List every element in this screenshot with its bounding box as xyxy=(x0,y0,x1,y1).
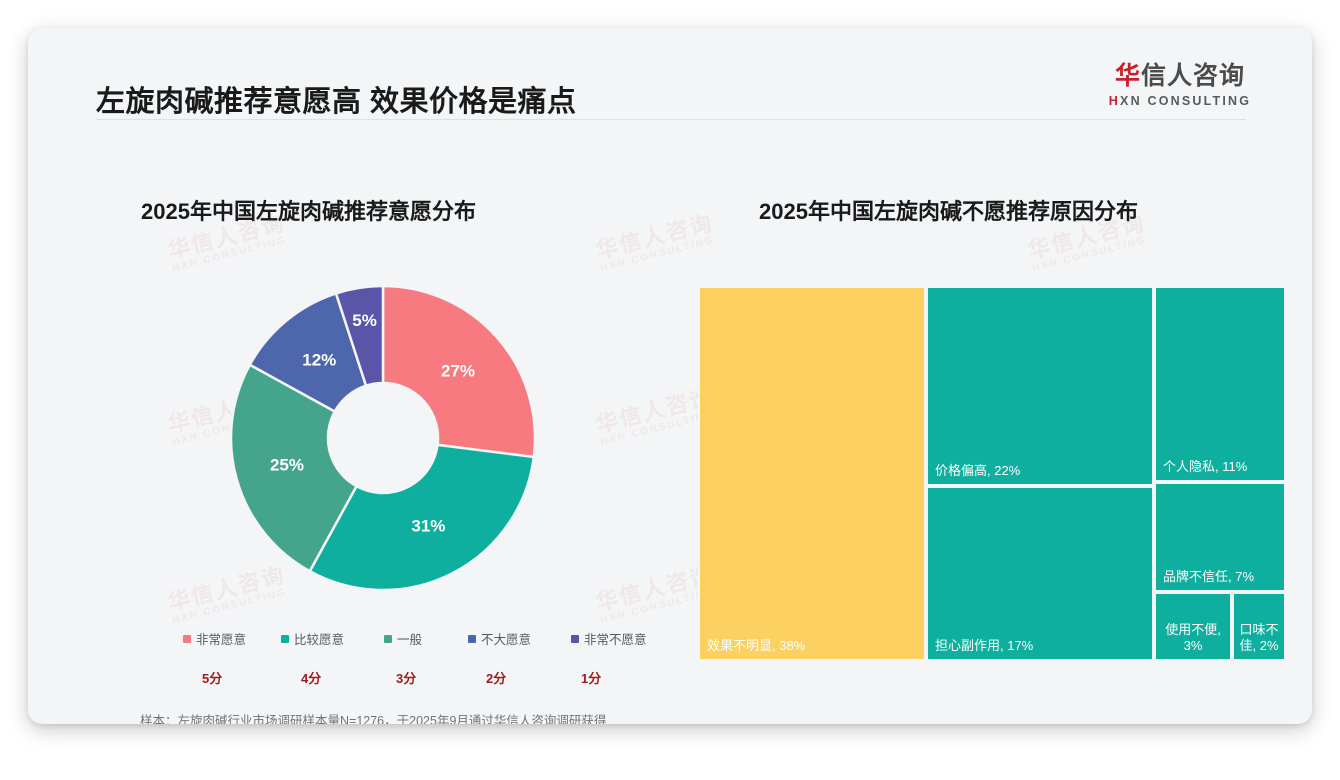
legend-swatch-icon xyxy=(571,634,579,643)
donut-slice[interactable] xyxy=(229,363,359,573)
score-label: 2分 xyxy=(486,671,507,686)
treemap-tile[interactable]: 使用不便, 3% xyxy=(1154,592,1232,661)
donut-slice-labels: 27% 31% 25% 12% 5% xyxy=(270,311,475,536)
treemap-chart: 效果不明显, 38% 价格偏高, 22% 担心副作用, 17% 个人隐私, 11% 品牌… xyxy=(698,286,1286,661)
treemap-tile-label: 个人隐私, 11% xyxy=(1163,458,1248,474)
page-title: 左旋肉碱推荐意愿高 效果价格是痛点 xyxy=(96,86,577,118)
treemap-tile[interactable]: 个人隐私, 11% xyxy=(1154,286,1286,482)
company-logo: 华信人咨询 HXN CONSULTING xyxy=(1090,56,1270,108)
legend-label: 一般 xyxy=(397,633,423,647)
legend-item[interactable]: 非常不愿意 xyxy=(571,629,647,648)
legend-item[interactable]: 一般 xyxy=(384,629,422,648)
donut-slices xyxy=(229,284,537,592)
donut-legend: 非常愿意 比较愿意 一般 不大愿意 非常不愿意 xyxy=(156,629,656,649)
legend-label: 比较愿意 xyxy=(294,633,345,647)
treemap-tile[interactable]: 品牌不信任, 7% xyxy=(1154,482,1286,592)
donut-slice-label: 25% xyxy=(270,455,304,474)
legend-swatch-icon xyxy=(384,634,392,643)
treemap-tile[interactable]: 口味不佳, 2% xyxy=(1232,592,1286,661)
donut-slice[interactable] xyxy=(308,443,536,592)
score-row: 5分 4分 3分 2分 1分 xyxy=(156,668,656,690)
logo-en-red: H xyxy=(1108,94,1121,108)
treemap-tile[interactable]: 价格偏高, 22% xyxy=(926,286,1154,486)
donut-slice-label: 31% xyxy=(411,517,445,536)
treemap-tile-label: 使用不便, 3% xyxy=(1165,621,1221,653)
donut-slice[interactable] xyxy=(248,291,368,414)
logo-chinese-text: 华信人咨询 xyxy=(1090,56,1270,92)
donut-slice-label: 5% xyxy=(352,311,377,330)
score-label: 3分 xyxy=(396,671,417,686)
slide-canvas: 华信人咨询 HXN CONSULTING 华信人咨询 HXN CONSULTIN… xyxy=(28,28,1312,724)
legend-swatch-icon xyxy=(281,634,289,643)
donut-slice-label: 27% xyxy=(441,361,475,380)
legend-label: 非常不愿意 xyxy=(584,633,647,647)
donut-slice-label: 12% xyxy=(302,350,336,369)
logo-cn-gray: 信人咨询 xyxy=(1141,62,1246,90)
right-chart-title: 2025年中国左旋肉碱不愿推荐原因分布 xyxy=(759,199,1138,224)
treemap-tile-label: 价格偏高, 22% xyxy=(935,462,1021,478)
donut-slice[interactable] xyxy=(381,284,537,459)
treemap-tile-label: 口味不佳, 2% xyxy=(1239,621,1279,653)
treemap-tile-label: 品牌不信任, 7% xyxy=(1163,568,1255,584)
left-chart-title: 2025年中国左旋肉碱推荐意愿分布 xyxy=(141,199,476,224)
logo-english-text: HXN CONSULTING xyxy=(1090,94,1270,108)
legend-label: 不大愿意 xyxy=(481,633,532,647)
donut-slice[interactable] xyxy=(334,284,385,388)
treemap-tile[interactable]: 担心副作用, 17% xyxy=(926,486,1154,661)
logo-cn-red: 华 xyxy=(1114,62,1141,90)
donut-chart-svg: 27% 31% 25% 12% 5% xyxy=(229,284,537,592)
treemap-tile-label: 担心副作用, 17% xyxy=(935,637,1034,653)
treemap-tile[interactable]: 效果不明显, 38% xyxy=(698,286,926,661)
sample-note: 样本：左旋肉碱行业市场调研样本量N=1276，于2025年9月通过华信人咨询调研… xyxy=(140,714,607,724)
header-divider xyxy=(96,119,1246,120)
score-label: 5分 xyxy=(202,671,223,686)
legend-item[interactable]: 比较愿意 xyxy=(281,629,344,648)
legend-item[interactable]: 非常愿意 xyxy=(183,629,246,648)
score-label: 1分 xyxy=(581,671,602,686)
logo-en-gray: XN CONSULTING xyxy=(1120,94,1252,108)
treemap-tile-label: 效果不明显, 38% xyxy=(707,637,806,653)
score-label: 4分 xyxy=(301,671,322,686)
header: 左旋肉碱推荐意愿高 效果价格是痛点 华信人咨询 HXN CONSULTING xyxy=(28,28,1312,120)
legend-item[interactable]: 不大愿意 xyxy=(468,629,531,648)
legend-label: 非常愿意 xyxy=(196,633,247,647)
watermark: 华信人咨询 HXN CONSULTING xyxy=(593,210,716,275)
legend-swatch-icon xyxy=(468,634,476,643)
legend-swatch-icon xyxy=(183,634,191,643)
donut-chart: 27% 31% 25% 12% 5% xyxy=(193,258,583,618)
